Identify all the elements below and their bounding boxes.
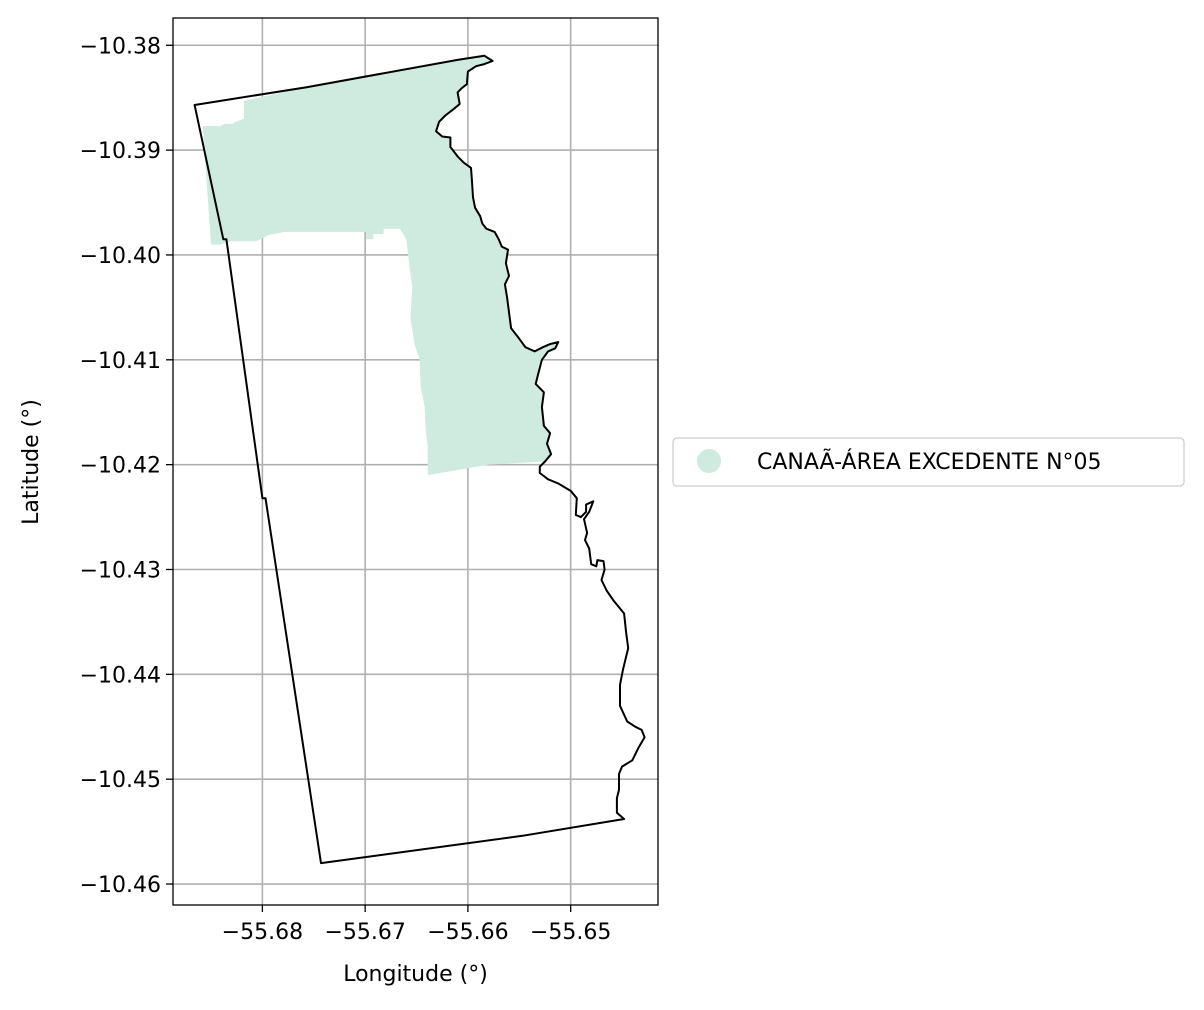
x-tick-label: −55.65: [530, 920, 611, 945]
x-tick-label: −55.68: [222, 920, 303, 945]
filled-area-polygon: [203, 56, 559, 475]
legend-marker-circle: [697, 449, 721, 473]
y-tick-label: −10.41: [80, 349, 161, 374]
y-tick-label: −10.39: [80, 139, 161, 164]
legend: CANAÃ-ÁREA EXCEDENTE N°05: [673, 438, 1184, 486]
y-tick-label: −10.40: [80, 244, 161, 269]
y-tick-label: −10.44: [80, 663, 161, 688]
y-tick-label: −10.45: [80, 768, 161, 793]
legend-entry-label: CANAÃ-ÁREA EXCEDENTE N°05: [757, 448, 1102, 475]
x-axis-label: Longitude (°): [343, 962, 488, 987]
y-axis-label: Latitude (°): [19, 399, 44, 525]
y-tick-label: −10.42: [80, 454, 161, 479]
y-tick-label: −10.43: [80, 558, 161, 583]
y-tick-label: −10.46: [80, 873, 161, 898]
y-tick-label: −10.38: [80, 34, 161, 59]
x-tick-label: −55.66: [427, 920, 508, 945]
x-tick-label: −55.67: [324, 920, 405, 945]
